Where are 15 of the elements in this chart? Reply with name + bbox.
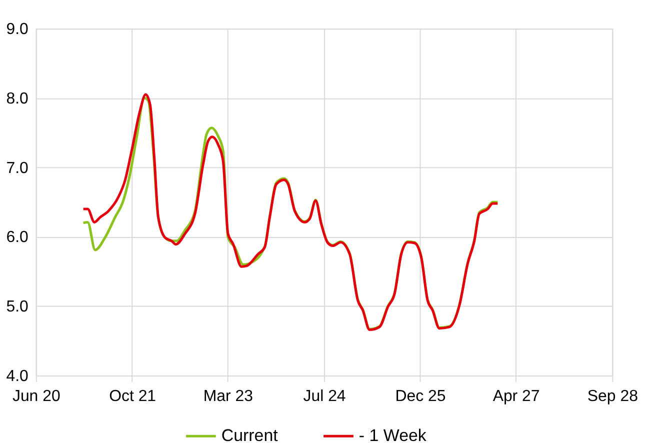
y-tick-label: 7.0 <box>6 160 29 177</box>
x-tick-label: Apr 27 <box>492 388 540 405</box>
y-tick-label: 6.0 <box>6 229 29 246</box>
y-tick-label: 9.0 <box>6 21 29 38</box>
y-tick-label: 8.0 <box>6 90 29 108</box>
x-tick-label: Mar 23 <box>203 388 254 405</box>
x-tick-label: Oct 21 <box>109 388 156 405</box>
x-tick-label: Sep 28 <box>587 388 638 405</box>
x-tick-label: Jun 20 <box>12 388 60 405</box>
x-tick-label: Jul 24 <box>303 388 346 405</box>
legend-label: Current <box>221 426 278 443</box>
legend-label: - 1 Week <box>358 426 427 443</box>
y-tick-label: 5.0 <box>6 298 29 316</box>
y-tick-label: 4.0 <box>6 368 29 386</box>
x-tick-label: Dec 25 <box>395 388 446 405</box>
